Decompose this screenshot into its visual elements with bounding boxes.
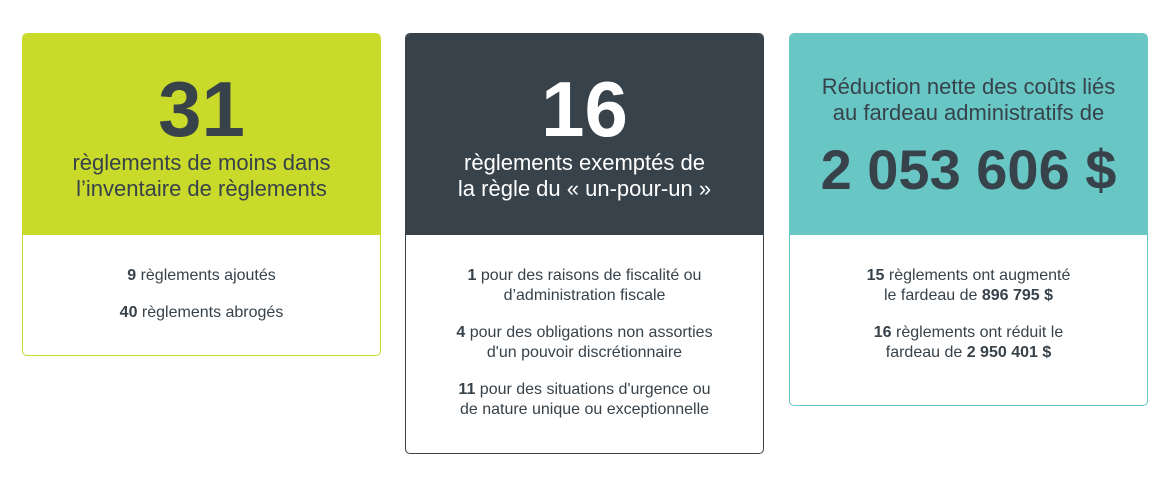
card-header: 16 règlements exemptés de la règle du « …	[406, 34, 763, 235]
card-net-cost-reduction: Réduction nette des coûts liés au fardea…	[789, 33, 1148, 406]
detail-count: 4	[456, 324, 466, 341]
caption-line: règlements de moins dans	[72, 150, 331, 175]
caption-line: la règle du « un-pour-un »	[457, 176, 712, 201]
detail-text: de nature unique ou exceptionnelle	[459, 401, 710, 418]
detail-text: fardeau de	[885, 344, 967, 361]
detail-item: 9 règlements ajoutés	[23, 266, 380, 286]
detail-item: 16 règlements ont réduit le fardeau de 2 …	[790, 323, 1147, 363]
headline-caption: règlements de moins dans l’inventaire de…	[23, 150, 380, 202]
card-details: 9 règlements ajoutés 40 règlements abrog…	[23, 235, 380, 323]
detail-item: 40 règlements abrogés	[23, 303, 380, 323]
caption-line: au fardeau administratifs de	[832, 100, 1105, 125]
detail-text: règlements ajoutés	[136, 267, 276, 284]
headline-number: 31	[158, 65, 245, 153]
detail-text: le fardeau de	[883, 287, 982, 304]
detail-count: 9	[127, 267, 137, 284]
detail-text: pour des situations d'urgence ou	[475, 381, 711, 398]
detail-item: 15 règlements ont augmenté le fardeau de …	[790, 266, 1147, 306]
detail-text: pour des raisons de fiscalité ou	[476, 267, 702, 284]
detail-text: règlements ont augmenté	[884, 267, 1071, 284]
headline-amount: 2 053 606 $	[820, 138, 1117, 201]
detail-text: règlements ont réduit le	[891, 324, 1064, 341]
detail-text: d'un pouvoir discrétionnaire	[486, 344, 683, 361]
detail-text: règlements abrogés	[137, 304, 284, 321]
card-regulations-reduced: 31 règlements de moins dans l’inventaire…	[22, 33, 381, 356]
card-header: 31 règlements de moins dans l’inventaire…	[23, 34, 380, 235]
card-header: Réduction nette des coûts liés au fardea…	[790, 34, 1147, 235]
detail-amount: 2 950 401 $	[966, 344, 1052, 361]
caption-line: Réduction nette des coûts liés	[821, 74, 1116, 99]
headline-number: 16	[541, 65, 628, 153]
detail-text: pour des obligations non assorties	[465, 324, 713, 341]
detail-count: 1	[467, 267, 477, 284]
detail-count: 16	[873, 324, 892, 341]
headline-caption: Réduction nette des coûts liés au fardea…	[790, 74, 1147, 126]
detail-text: d’administration fiscale	[503, 287, 666, 304]
detail-count: 15	[866, 267, 885, 284]
card-details: 1 pour des raisons de fiscalité ou d’admi…	[406, 235, 763, 420]
detail-item: 4 pour des obligations non assorties d'un…	[406, 323, 763, 363]
card-details: 15 règlements ont augmenté le fardeau de …	[790, 235, 1147, 363]
headline-caption: règlements exemptés de la règle du « un-…	[406, 150, 763, 202]
card-exempted-regulations: 16 règlements exemptés de la règle du « …	[405, 33, 764, 454]
caption-line: règlements exemptés de	[464, 150, 705, 175]
detail-amount: 896 795 $	[981, 287, 1054, 304]
detail-count: 11	[458, 381, 476, 398]
caption-line: l’inventaire de règlements	[76, 176, 327, 201]
detail-count: 40	[119, 304, 138, 321]
detail-item: 11 pour des situations d'urgence ou de na…	[406, 380, 763, 420]
detail-item: 1 pour des raisons de fiscalité ou d’admi…	[406, 266, 763, 306]
